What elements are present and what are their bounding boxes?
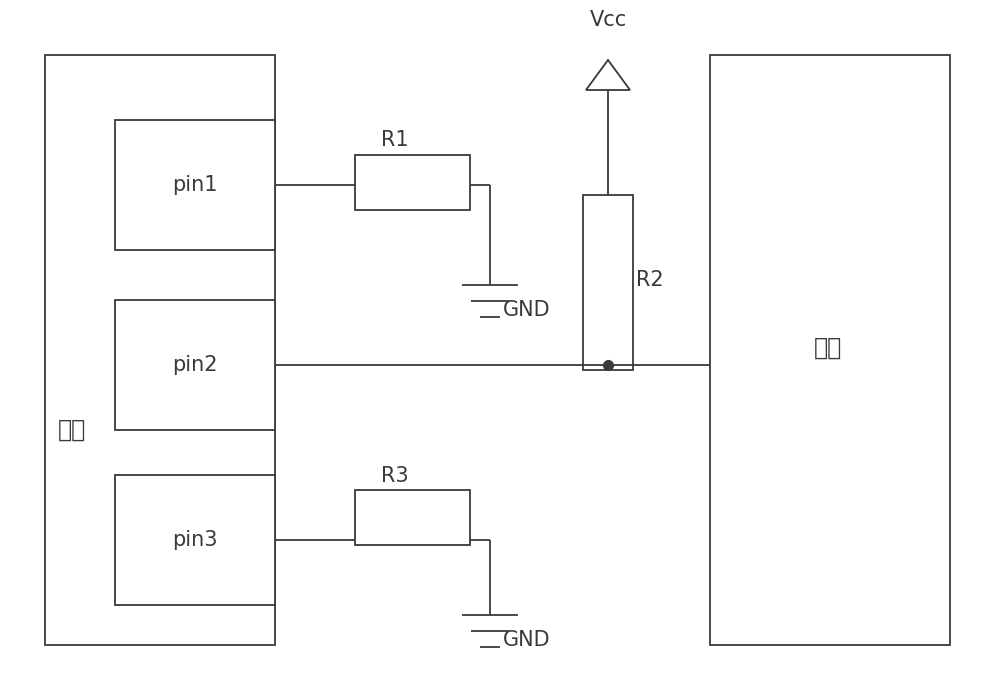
Text: R3: R3 <box>381 466 409 486</box>
Bar <box>710 55 950 645</box>
Bar <box>115 120 275 250</box>
Text: Vcc: Vcc <box>589 10 627 30</box>
Text: pin2: pin2 <box>172 355 218 375</box>
Bar <box>355 155 470 210</box>
Bar <box>583 195 633 370</box>
Text: R2: R2 <box>636 270 664 290</box>
Bar <box>115 475 275 605</box>
Bar <box>45 55 275 645</box>
Text: GND: GND <box>503 300 551 320</box>
Text: 排针: 排针 <box>58 418 86 442</box>
Text: R1: R1 <box>381 130 409 150</box>
Bar <box>355 490 470 545</box>
Text: GND: GND <box>503 630 551 650</box>
Polygon shape <box>586 60 630 90</box>
Bar <box>115 300 275 430</box>
Text: 芯片: 芯片 <box>814 336 842 360</box>
Text: pin1: pin1 <box>172 175 218 195</box>
Text: pin3: pin3 <box>172 530 218 550</box>
